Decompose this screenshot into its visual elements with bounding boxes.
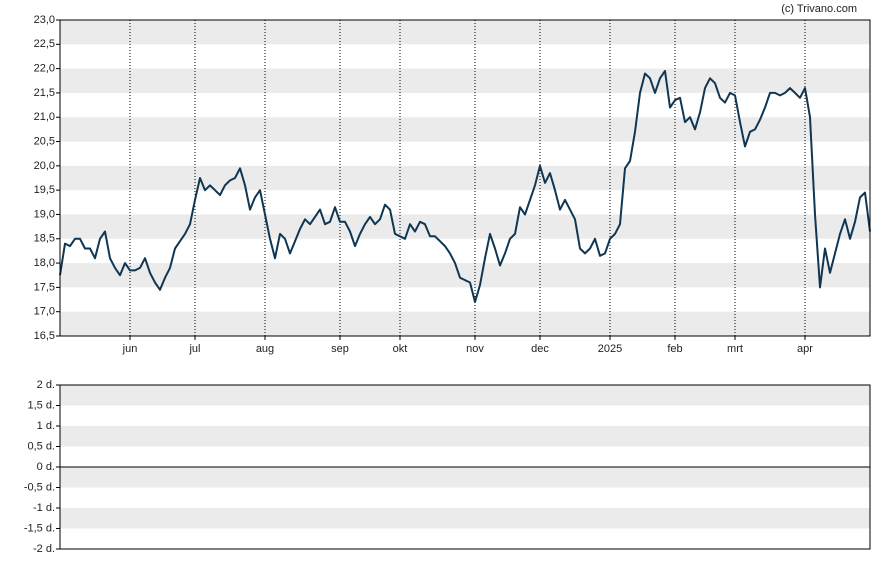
watermark: (c) Trivano.com (781, 3, 857, 15)
y-tick-label: 19,5 (34, 184, 55, 196)
y-tick-label: 2 d. (37, 379, 55, 391)
y-tick-label: 19,0 (34, 208, 55, 220)
y-tick-label: 17,0 (34, 306, 55, 318)
grid-band (60, 426, 870, 447)
grid-band (60, 20, 870, 45)
grid-band (60, 467, 870, 488)
x-tick-label: nov (466, 343, 484, 355)
y-tick-label: 20,0 (34, 160, 55, 172)
x-tick-label: jun (122, 343, 138, 355)
y-tick-label: 18,5 (34, 233, 55, 245)
y-tick-label: 0,5 d. (27, 440, 55, 452)
grid-band (60, 311, 870, 336)
y-tick-label: 0 d. (37, 461, 55, 473)
y-tick-label: 20,5 (34, 135, 55, 147)
x-tick-label: mrt (727, 343, 743, 355)
grid-band (60, 263, 870, 288)
y-tick-label: 16,5 (34, 330, 55, 342)
grid-band (60, 165, 870, 191)
x-tick-label: sep (331, 343, 349, 355)
plot-frame (59, 19, 871, 337)
y-tick-label: 22,5 (34, 38, 55, 50)
y-tick-label: -1 d. (33, 502, 55, 514)
x-tick-label: okt (393, 343, 408, 355)
x-tick-label: aug (256, 343, 274, 355)
y-tick-label: 22,0 (34, 63, 55, 75)
y-tick-label: -1,5 d. (24, 522, 55, 534)
plot-frame (59, 384, 871, 550)
x-tick-label: apr (797, 343, 813, 355)
price-line (59, 70, 871, 303)
grid-band (60, 385, 870, 406)
y-tick-label: -0,5 d. (24, 481, 55, 493)
y-tick-label: 21,5 (34, 87, 55, 99)
grid-band (60, 68, 870, 93)
x-tick-label: feb (667, 343, 682, 355)
y-tick-label: 18,0 (34, 257, 55, 269)
x-tick-label: jul (188, 343, 200, 355)
y-tick-label: -2 d. (33, 543, 55, 555)
y-tick-label: 1,5 d. (27, 399, 55, 411)
grid-band (60, 508, 870, 529)
y-tick-label: 23,0 (34, 14, 55, 26)
y-tick-label: 21,0 (34, 111, 55, 123)
x-tick-label: dec (531, 343, 549, 355)
x-tick-label: 2025 (598, 343, 622, 355)
y-tick-label: 17,5 (34, 281, 55, 293)
grid-band (60, 214, 870, 239)
y-tick-label: 1 d. (37, 420, 55, 432)
